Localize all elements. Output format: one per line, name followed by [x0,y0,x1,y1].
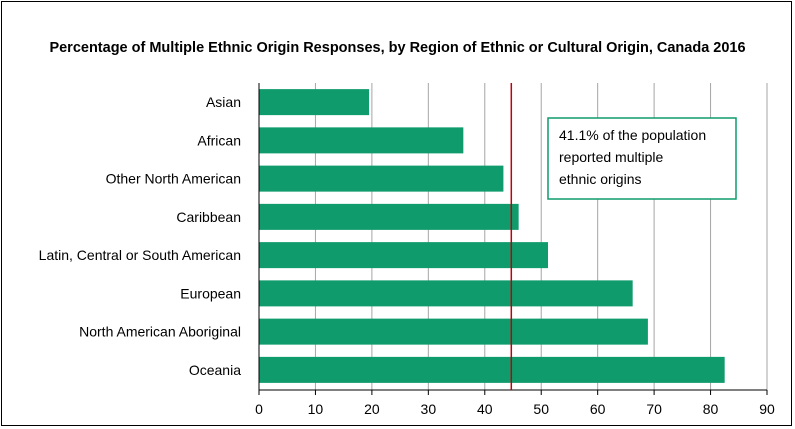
category-label-6: North American Aboriginal [79,324,241,340]
bar-4 [259,242,548,269]
x-tick-label-0: 0 [255,401,263,417]
category-label-1: African [197,132,241,148]
category-labels: Asian African Other North American Caribbea… [39,94,242,378]
x-tick-label-10: 10 [308,401,324,417]
bar-0 [259,89,370,116]
annotation: 41.1% of the population reported multipl… [547,117,737,200]
x-tick-label-60: 60 [590,401,606,417]
annotation-line-1: 41.1% of the population [559,127,706,143]
x-tick-label-30: 30 [421,401,437,417]
x-tick-label-90: 90 [759,401,775,417]
bar-5 [259,280,633,307]
bar-7 [259,356,725,383]
category-label-4: Latin, Central or South American [39,247,241,263]
annotation-line-3: ethnic origins [559,171,642,187]
chart-title: Percentage of Multiple Ethnic Origin Res… [49,40,746,56]
bar-1 [259,127,464,154]
category-label-5: European [180,285,241,301]
category-label-2: Other North American [106,171,241,187]
category-label-0: Asian [206,94,241,110]
x-tick-label-70: 70 [646,401,662,417]
bar-2 [259,165,504,192]
bars [259,89,725,383]
category-label-7: Oceania [189,362,241,378]
x-tick-label-40: 40 [477,401,493,417]
category-label-3: Caribbean [176,209,241,225]
bar-6 [259,318,648,345]
annotation-box [547,117,737,200]
bar-3 [259,203,519,230]
axes [258,83,768,395]
x-tick-label-50: 50 [533,401,549,417]
x-tick-label-80: 80 [703,401,719,417]
x-tick-label-20: 20 [364,401,380,417]
annotation-line-2: reported multiple [559,149,663,165]
tick-labels: 0 10 20 30 40 50 60 70 80 90 [255,401,775,417]
